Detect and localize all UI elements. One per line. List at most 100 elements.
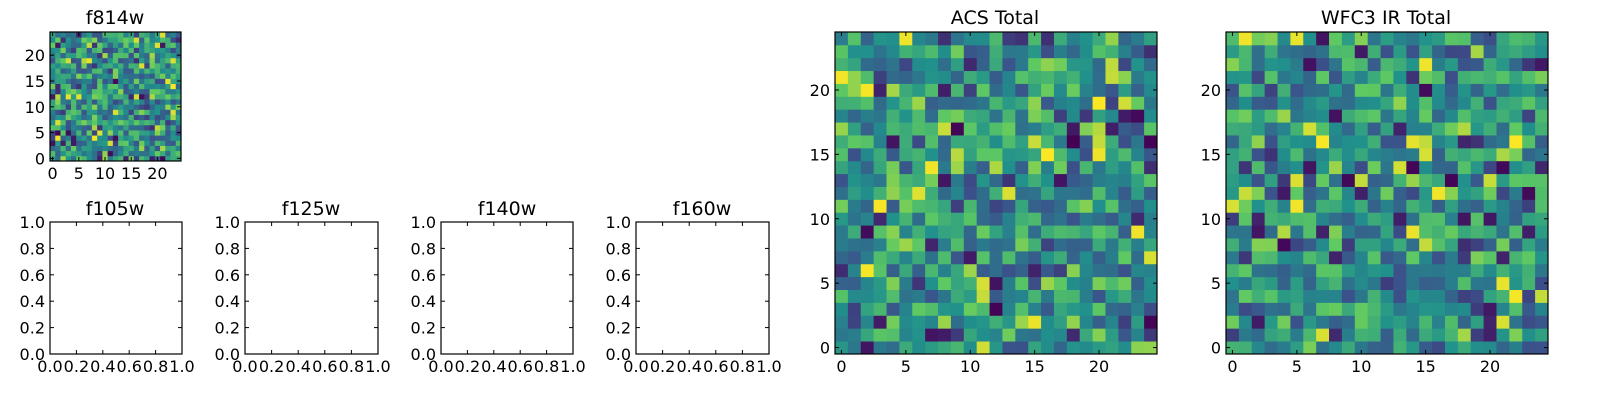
y-tick-label: 20 — [25, 46, 45, 65]
heatmap-cell — [1419, 212, 1433, 226]
heatmap-cell — [1303, 199, 1317, 213]
heatmap-cell — [976, 57, 990, 72]
heatmap-cell — [144, 57, 150, 64]
heatmap-cell — [55, 104, 61, 110]
heatmap-cell — [139, 130, 145, 136]
heatmap-cell — [1509, 83, 1523, 97]
heatmap-cell — [1105, 212, 1119, 226]
heatmap-cell — [1105, 341, 1119, 355]
heatmap-cell — [1316, 289, 1330, 303]
heatmap-cell — [149, 42, 156, 48]
heatmap-cell — [1015, 199, 1029, 213]
heatmap-cell — [1509, 147, 1523, 162]
heatmap-cell — [70, 52, 77, 59]
heatmap-cell — [1329, 186, 1343, 200]
heatmap-cell — [160, 42, 166, 48]
heatmap-cell — [1105, 160, 1119, 175]
heatmap-cell — [1015, 70, 1029, 84]
heatmap-cell — [950, 83, 965, 97]
heatmap-cell — [1028, 122, 1042, 136]
heatmap-cell — [976, 212, 990, 226]
heatmap-cell — [1226, 160, 1240, 175]
heatmap-cell — [1393, 328, 1407, 342]
heatmap-cell — [175, 124, 182, 131]
heatmap-cell — [873, 238, 887, 252]
heatmap-cell — [1419, 263, 1433, 278]
heatmap-cell — [989, 276, 1003, 290]
heatmap-cell — [165, 109, 171, 115]
heatmap-cell — [1277, 147, 1291, 162]
heatmap-cell — [835, 186, 849, 200]
heatmap-cell — [989, 147, 1003, 162]
x-tick-label: 0.4 — [481, 357, 506, 376]
heatmap-cell — [899, 83, 913, 97]
heatmap-cell — [1380, 302, 1394, 316]
y-tick-label: 0.6 — [411, 266, 436, 285]
x-tick-label: 0.4 — [90, 357, 115, 376]
heatmap-cell — [1251, 263, 1266, 278]
heatmap-cell — [1053, 122, 1068, 136]
heatmap-cell — [1118, 315, 1132, 329]
heatmap-cell — [1522, 147, 1536, 162]
heatmap-cell — [1144, 263, 1158, 278]
heatmap-cell — [1131, 44, 1145, 59]
heatmap-cell — [1406, 341, 1420, 355]
heatmap-cell — [118, 155, 124, 162]
heatmap-cell — [50, 68, 56, 74]
heatmap-cell — [107, 119, 114, 126]
heatmap-cell — [976, 83, 990, 97]
heatmap-cell — [112, 57, 119, 64]
heatmap-cell — [165, 32, 171, 38]
heatmap-cell — [55, 88, 61, 95]
heatmap-cell — [144, 109, 150, 115]
heatmap-cell — [860, 276, 875, 290]
heatmap-cell — [847, 328, 862, 342]
heatmap-cell — [989, 186, 1003, 200]
heatmap-cell — [1079, 263, 1093, 278]
heatmap-cell — [160, 135, 166, 141]
heatmap-cell — [70, 104, 77, 110]
heatmap-cell — [1316, 147, 1330, 162]
heatmap-cell — [1406, 263, 1420, 278]
heatmap-cell — [950, 341, 965, 355]
heatmap-cell — [1066, 263, 1081, 278]
heatmap-cell — [50, 83, 56, 90]
heatmap-cell — [1329, 32, 1343, 46]
heatmap-cell — [963, 289, 978, 303]
heatmap-cell — [1522, 238, 1536, 252]
heatmap-cell — [55, 68, 61, 74]
heatmap-cell — [989, 109, 1003, 123]
heatmap-cell — [1290, 173, 1304, 187]
heatmap-cell — [1380, 109, 1394, 123]
heatmap-cell — [1264, 57, 1278, 72]
heatmap-cell — [1041, 276, 1055, 290]
heatmap-cell — [912, 173, 926, 187]
heatmap-cell — [170, 32, 177, 38]
heatmap-cell — [1341, 225, 1356, 239]
heatmap-cell — [1316, 225, 1330, 239]
heatmap-cell — [1118, 289, 1132, 303]
heatmap-cell — [1393, 32, 1407, 46]
heatmap-cell — [1329, 109, 1343, 123]
heatmap-cell — [165, 114, 171, 121]
heatmap-cell — [112, 62, 119, 69]
heatmap-cell — [112, 130, 119, 136]
heatmap-cell — [1226, 186, 1240, 200]
heatmap-cell — [1131, 135, 1145, 149]
heatmap-cell — [1303, 250, 1317, 265]
heatmap-cell — [1406, 70, 1420, 84]
heatmap-cell — [950, 289, 965, 303]
heatmap-cell — [149, 78, 156, 84]
heatmap-cell — [70, 78, 77, 84]
heatmap-cell — [1131, 225, 1145, 239]
x-tick-label: 20 — [1480, 357, 1500, 376]
heatmap-cell — [55, 62, 61, 69]
heatmap-cell — [1367, 135, 1381, 149]
heatmap-cell — [1367, 83, 1381, 97]
heatmap-cell — [1002, 122, 1016, 136]
heatmap-cell — [1092, 199, 1106, 213]
heatmap-cell — [149, 140, 156, 146]
heatmap-cell — [1535, 173, 1549, 187]
y-tick-label: 0.8 — [606, 239, 631, 258]
